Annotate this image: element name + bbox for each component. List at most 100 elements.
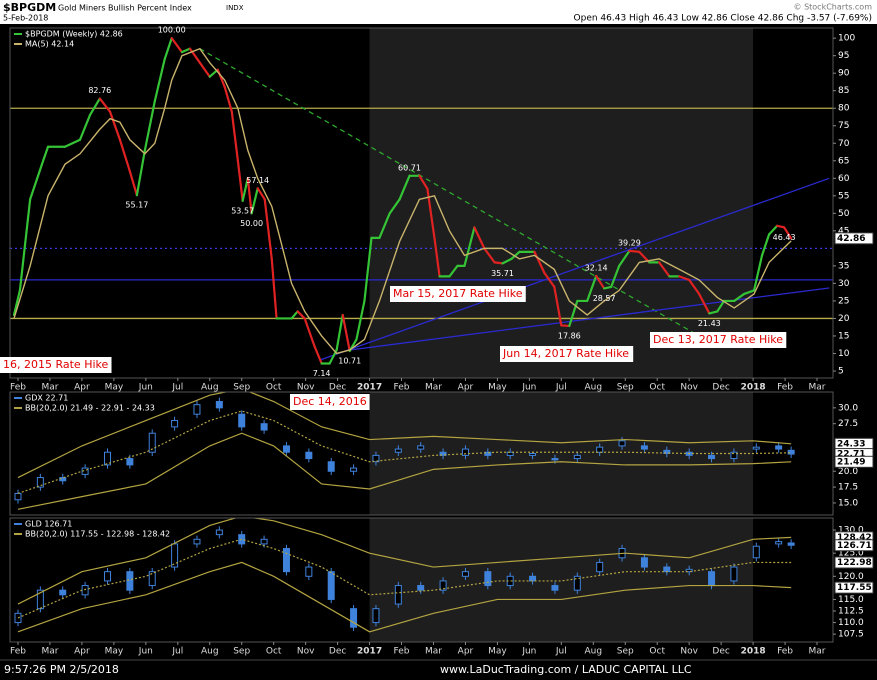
price-tag-label: 22.71 — [837, 450, 865, 460]
year-shade — [369, 392, 754, 515]
price-tag-label: 117.55 — [837, 583, 872, 593]
x-tick-label: Feb — [10, 383, 26, 393]
x-tick-label: 2017 — [357, 383, 382, 393]
x-tick-label: May — [105, 383, 124, 393]
price-segment — [180, 47, 192, 54]
x-tick-label: Feb — [10, 647, 26, 657]
candle-body — [730, 566, 738, 582]
x-tick-label: Dec — [712, 383, 729, 393]
value-label: 50.00 — [240, 219, 263, 228]
y-tick-label: 70 — [838, 139, 850, 149]
y-tick-label: 125.0 — [838, 549, 864, 559]
candle-body — [126, 458, 134, 466]
value-label: 35.71 — [491, 269, 514, 278]
price-segment — [493, 261, 504, 265]
candle-body — [775, 541, 783, 545]
y-tick-label: 90 — [838, 69, 850, 79]
y-tick-label: 100 — [838, 34, 855, 44]
value-label: 17.86 — [558, 331, 581, 340]
candle-body — [126, 571, 134, 591]
y-tick-label: 15.0 — [838, 498, 858, 508]
timestamp: 9:57:26 PM 2/5/2018 — [4, 663, 119, 676]
candle-body — [730, 451, 738, 460]
price-segment — [188, 47, 201, 64]
price-segment — [163, 37, 173, 61]
bollinger-middle — [17, 538, 792, 619]
panel — [10, 28, 833, 378]
price-segment — [335, 313, 344, 352]
bollinger-lower — [17, 561, 792, 633]
candle-body — [529, 575, 537, 582]
candle-body — [372, 454, 380, 463]
x-tick-label: Sep — [617, 647, 634, 657]
x-tick-label: Apr — [458, 647, 474, 657]
y-tick-label: 120.0 — [838, 572, 864, 582]
candle-body — [787, 449, 795, 455]
date: 5-Feb-2018 — [3, 14, 48, 23]
price-segment — [29, 163, 44, 201]
y-tick-label: 20.0 — [838, 467, 858, 477]
price-segment — [223, 86, 233, 113]
x-tick-label: May — [488, 383, 507, 393]
price-segment — [568, 299, 579, 328]
price-segment — [553, 285, 563, 327]
price-segment — [388, 198, 401, 215]
price-segment — [303, 317, 316, 348]
index-name: Gold Miners Bullish Percent Index — [58, 4, 192, 13]
header-bg — [0, 0, 877, 24]
y-tick-label: 107.5 — [838, 630, 864, 640]
candle-body — [752, 545, 760, 559]
price-segment — [198, 61, 211, 78]
candle-body — [685, 568, 693, 573]
quote: Open 46.43 High 46.43 Low 42.86 Close 42… — [574, 14, 872, 24]
credit: www.LaDucTrading.com / LADUC CAPITAL LLC — [440, 663, 692, 676]
x-tick-label: Mar — [41, 383, 58, 393]
x-tick-label: Mar — [41, 647, 58, 657]
annotation: Jun 14, 2017 Rate Hike — [502, 347, 629, 360]
price-segment — [250, 187, 259, 215]
bollinger-upper — [17, 518, 792, 605]
candle-body — [752, 446, 760, 450]
y-tick-label: 10 — [838, 349, 850, 359]
price-tag-label: 126.71 — [837, 541, 872, 551]
x-tick-label: Jul — [555, 647, 567, 657]
candle-body — [573, 575, 581, 591]
annotation-box — [0, 357, 112, 373]
candle-body — [193, 404, 201, 415]
candle-body — [238, 413, 246, 428]
copyright: © StockCharts.com — [794, 3, 873, 12]
trend-line — [199, 48, 700, 337]
candle-body — [260, 538, 268, 545]
price-segment — [767, 224, 779, 236]
x-tick-label: Aug — [585, 647, 603, 657]
price-segment — [775, 224, 786, 229]
x-tick-label: Feb — [777, 647, 793, 657]
y-tick-label: 35 — [838, 261, 849, 271]
candle-body — [663, 566, 671, 573]
x-tick-label: Mar — [425, 647, 442, 657]
price-segment — [595, 274, 606, 290]
candle-body — [461, 448, 469, 456]
price-segment — [63, 138, 82, 148]
price-segment — [501, 257, 513, 265]
x-tick-label: Nov — [297, 383, 315, 393]
trend-line — [349, 287, 830, 351]
x-tick-label: Sep — [233, 383, 250, 393]
value-label: 32.14 — [585, 263, 608, 272]
x-tick-label: Oct — [649, 647, 665, 657]
candle-body — [193, 538, 201, 545]
price-segment — [363, 236, 373, 303]
y-tick-label: 95 — [838, 51, 849, 61]
value-label: 7.14 — [313, 369, 331, 378]
x-tick-label: May — [105, 647, 124, 657]
candle-body — [59, 589, 67, 596]
x-tick-label: Jun — [521, 647, 536, 657]
panel — [14, 518, 795, 642]
exchange: INDX — [226, 4, 244, 12]
price-segment — [263, 198, 273, 260]
price-segment — [510, 250, 521, 260]
price-segment — [18, 198, 32, 292]
candle-body — [81, 467, 89, 475]
x-tick-label: Jun — [138, 383, 153, 393]
price-segment — [760, 233, 771, 257]
